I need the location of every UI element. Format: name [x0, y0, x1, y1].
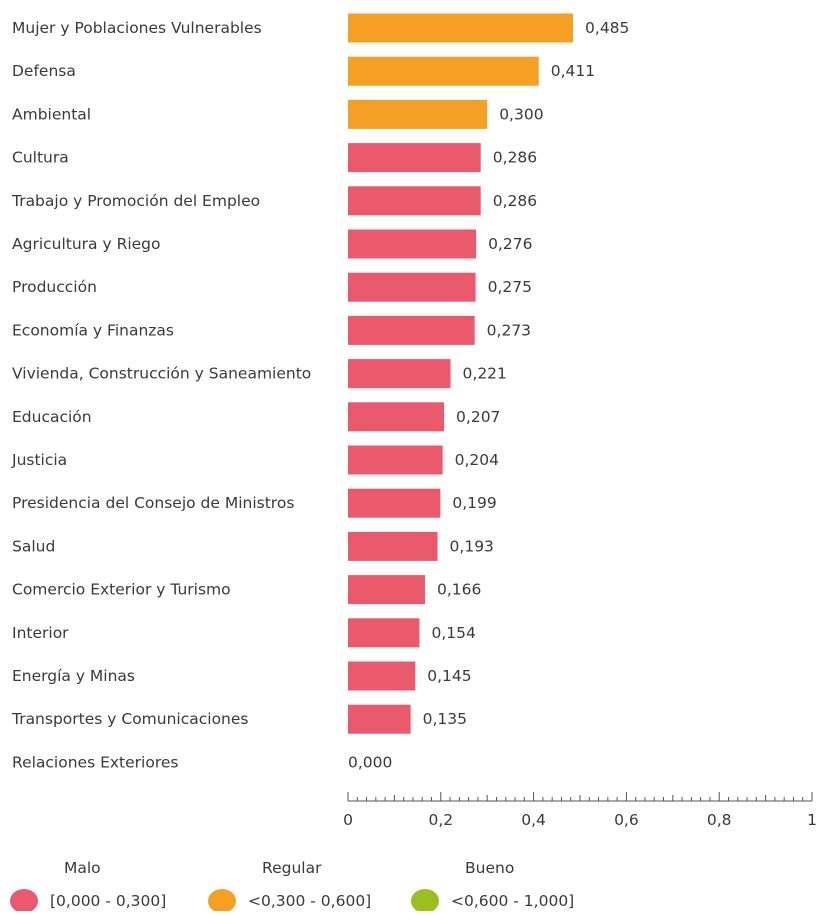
value-label: 0,154: [431, 624, 475, 642]
category-label: Cultura: [12, 149, 69, 167]
value-label: 0,135: [423, 710, 467, 728]
legend: Malo [0,000 - 0,300] Regular <0,300 - 0,600…: [10, 859, 574, 913]
legend-name: Regular: [262, 859, 322, 877]
category-label: Presidencia del Consejo de Ministros: [12, 494, 294, 512]
category-label: Defensa: [12, 62, 76, 80]
value-label: 0,300: [499, 105, 543, 123]
category-label: Comercio Exterior y Turismo: [12, 581, 231, 599]
bar: [348, 704, 411, 734]
category-label: Ambiental: [12, 105, 91, 123]
value-label: 0,286: [493, 192, 537, 210]
bar: [348, 488, 441, 518]
bar: [348, 618, 420, 648]
x-tick-label: 1: [807, 811, 817, 829]
bar: [348, 402, 445, 432]
legend-swatch: [411, 889, 439, 913]
bar: [348, 359, 451, 389]
category-label: Trabajo y Promoción del Empleo: [11, 192, 260, 210]
value-label: 0,193: [450, 537, 494, 555]
legend-name: Bueno: [465, 859, 514, 877]
value-label: 0,485: [585, 19, 629, 37]
bar: [348, 56, 539, 86]
value-label: 0,166: [437, 581, 481, 599]
category-label: Interior: [12, 624, 69, 642]
category-label: Mujer y Poblaciones Vulnerables: [12, 19, 262, 37]
value-label: 0,204: [455, 451, 499, 469]
bar: [348, 13, 574, 43]
legend-range: <0,600 - 1,000]: [451, 892, 574, 910]
bar: [348, 143, 481, 173]
bar: [348, 229, 477, 259]
legend-swatch: [208, 889, 236, 913]
value-label: 0,199: [452, 494, 496, 512]
value-label: 0,276: [488, 235, 532, 253]
value-label: 0,221: [463, 365, 507, 383]
legend-item: Malo [0,000 - 0,300]: [10, 859, 166, 913]
bar: [348, 575, 426, 605]
bar: [348, 661, 416, 691]
x-tick-label: 0,8: [707, 811, 732, 829]
bar: [348, 186, 481, 216]
value-label: 0,273: [487, 321, 531, 339]
category-label: Energía y Minas: [12, 667, 135, 685]
category-label: Educación: [12, 408, 92, 426]
x-tick-label: 0,6: [614, 811, 639, 829]
value-label: 0,411: [551, 62, 595, 80]
category-label: Vivienda, Construcción y Saneamiento: [12, 365, 311, 383]
bar: [348, 531, 438, 561]
value-label: 0,145: [427, 667, 471, 685]
category-label: Justicia: [11, 451, 67, 469]
bar: [348, 445, 443, 475]
legend-item: Regular <0,300 - 0,600]: [208, 859, 371, 913]
bar: [348, 99, 488, 129]
value-label: 0,286: [493, 149, 537, 167]
category-label: Relaciones Exteriores: [12, 753, 178, 771]
x-tick-label: 0: [343, 811, 353, 829]
value-label: 0,000: [348, 753, 392, 771]
bar: [348, 315, 475, 345]
value-label: 0,207: [456, 408, 500, 426]
bar: [348, 272, 476, 302]
legend-item: Bueno <0,600 - 1,000]: [411, 859, 574, 913]
category-label: Salud: [12, 537, 55, 555]
x-axis: 0 0,2 0,4 0,6 0,8 1: [343, 792, 817, 829]
legend-range: [0,000 - 0,300]: [50, 892, 166, 910]
value-label: 0,275: [488, 278, 532, 296]
chart-rows: Mujer y Poblaciones Vulnerables 0,485 Defe…: [11, 13, 629, 771]
x-tick-label: 0,4: [521, 811, 546, 829]
legend-range: <0,300 - 0,600]: [248, 892, 371, 910]
category-label: Transportes y Comunicaciones: [11, 710, 249, 728]
category-label: Economía y Finanzas: [12, 321, 174, 339]
x-tick-label: 0,2: [428, 811, 453, 829]
legend-name: Malo: [64, 859, 101, 877]
category-label: Producción: [12, 278, 97, 296]
category-label: Agricultura y Riego: [12, 235, 161, 253]
legend-swatch: [10, 889, 38, 913]
